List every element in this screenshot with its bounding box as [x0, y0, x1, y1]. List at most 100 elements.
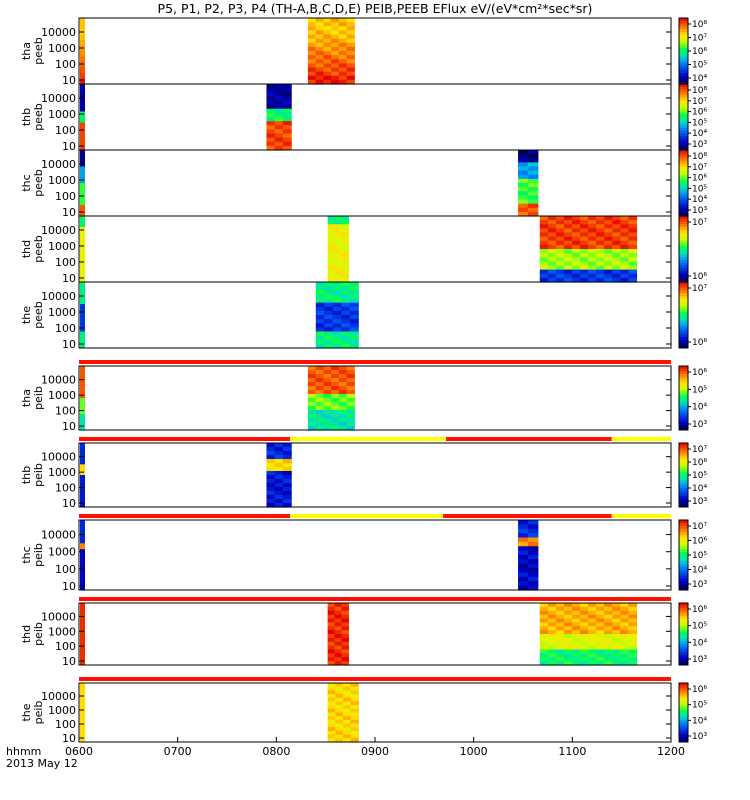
- colorbar-cell: [679, 710, 688, 713]
- spectrogram-cell: [572, 606, 581, 612]
- spectrogram-cell: [341, 269, 349, 275]
- spectrogram-cell: [323, 406, 332, 411]
- colorbar-cell: [679, 122, 688, 126]
- spectrogram-cell: [334, 637, 343, 643]
- spectrogram-cell: [274, 471, 284, 476]
- colorbar-cell: [679, 166, 688, 170]
- edge-strip-cell: [80, 727, 85, 733]
- colorbar-cell: [679, 496, 688, 500]
- spectrogram-cell: [323, 386, 332, 391]
- spectrogram-cell: [539, 641, 549, 647]
- spectrogram-cell: [620, 244, 630, 250]
- spectrogram-cell: [341, 637, 349, 643]
- colorbar-cell: [679, 557, 688, 562]
- colorbar-cell: [679, 368, 688, 372]
- spectrogram-cell: [555, 265, 565, 271]
- spectrogram-cell: [346, 75, 355, 81]
- spectrogram-cell: [324, 327, 334, 333]
- spectrogram-cell: [555, 610, 565, 616]
- spectrogram-cell: [555, 637, 565, 643]
- spectrogram-cell: [307, 422, 317, 427]
- spectrogram-cell: [572, 265, 581, 271]
- spectrogram-cell: [323, 390, 332, 395]
- edge-strip-cell: [80, 282, 85, 288]
- spectrogram-cell: [527, 585, 539, 591]
- colorbar-cell: [679, 180, 688, 184]
- spectrogram-cell: [349, 298, 359, 304]
- ytick-label: 100: [55, 322, 76, 335]
- colorbar-cell: [679, 697, 688, 701]
- spectrogram-cell: [334, 618, 343, 623]
- spectrogram-cell: [349, 335, 359, 341]
- spectrogram-cell: [539, 244, 549, 250]
- spectrogram-cell: [563, 603, 573, 608]
- spectrogram-cell: [323, 42, 332, 48]
- spectrogram-cell: [563, 249, 573, 254]
- spectrogram-cell: [555, 603, 565, 608]
- spectrogram-cell: [539, 220, 549, 225]
- xtick-label: 0800: [262, 745, 290, 758]
- spectrogram-cell: [563, 265, 573, 271]
- colorbar-cell: [679, 700, 688, 704]
- spectrogram-cell: [341, 323, 351, 328]
- spectrogram-cell: [266, 145, 276, 151]
- spectrogram-cell: [315, 63, 324, 69]
- spectrogram-cell: [327, 708, 336, 714]
- spectrogram-cell: [331, 370, 340, 375]
- colorbar-cell: [679, 243, 688, 247]
- spectrogram-cell: [349, 302, 359, 308]
- spectrogram-cell: [342, 723, 352, 728]
- spectrogram-cell: [547, 257, 557, 262]
- spectrogram-cell: [342, 719, 352, 725]
- spectrogram-cell: [563, 261, 573, 267]
- spectrogram-cell: [341, 649, 349, 654]
- colorbar-cell: [679, 563, 688, 568]
- ylabel-line: peeb: [32, 37, 45, 65]
- spectrogram-cell: [282, 463, 292, 468]
- colorbar-cell: [679, 125, 688, 129]
- edge-strip-cell: [80, 525, 85, 533]
- spectrogram-cell: [628, 253, 638, 258]
- spectrogram-cell: [307, 51, 317, 56]
- spectrogram-cell: [628, 232, 638, 238]
- colorbar-cell: [679, 144, 688, 148]
- spectrogram-cell: [620, 603, 630, 608]
- spectrogram-cell: [327, 277, 336, 283]
- spectrogram-cell: [338, 406, 348, 411]
- spectrogram-cell: [307, 42, 317, 48]
- colorbar-cell: [679, 64, 688, 68]
- colorbar-cell: [679, 205, 688, 209]
- spectrogram-cell: [282, 117, 292, 122]
- spectrogram-cell: [580, 232, 589, 238]
- spectrogram-cell: [307, 410, 317, 415]
- spectrogram-cell: [335, 730, 344, 736]
- spectrogram-cell: [580, 216, 589, 221]
- edge-strip-cell: [80, 578, 85, 585]
- edge-strip-cell: [80, 56, 85, 63]
- edge-strip-cell: [80, 448, 85, 455]
- spectrogram-cell: [547, 228, 557, 234]
- spectrogram-cell: [323, 378, 332, 383]
- spectrogram-cell: [620, 622, 630, 627]
- spectrogram-cell: [596, 265, 605, 271]
- colorbar-tick-label: 10³: [692, 497, 707, 507]
- colorbar-cell: [679, 390, 688, 394]
- spectrogram-cell: [327, 649, 336, 654]
- colorbar-cell: [679, 312, 688, 316]
- spectrogram-cell: [323, 55, 332, 60]
- spectrogram-cell: [338, 67, 348, 73]
- spectrogram-cell: [315, 34, 324, 40]
- colorbar-cell: [679, 540, 688, 544]
- spectrogram-cell: [518, 211, 529, 217]
- edge-strip-cell: [80, 183, 85, 189]
- spectrogram-cell: [334, 622, 343, 627]
- colorbar-cell: [679, 424, 688, 428]
- spectrogram-cell: [315, 51, 324, 56]
- spectrogram-cell: [518, 150, 529, 155]
- spectrogram-cell: [307, 22, 317, 27]
- ytick-label: 10000: [41, 529, 76, 542]
- spectrogram-cell: [555, 614, 565, 620]
- ytick-label: 1000: [48, 704, 76, 717]
- spectrogram-cell: [332, 306, 342, 312]
